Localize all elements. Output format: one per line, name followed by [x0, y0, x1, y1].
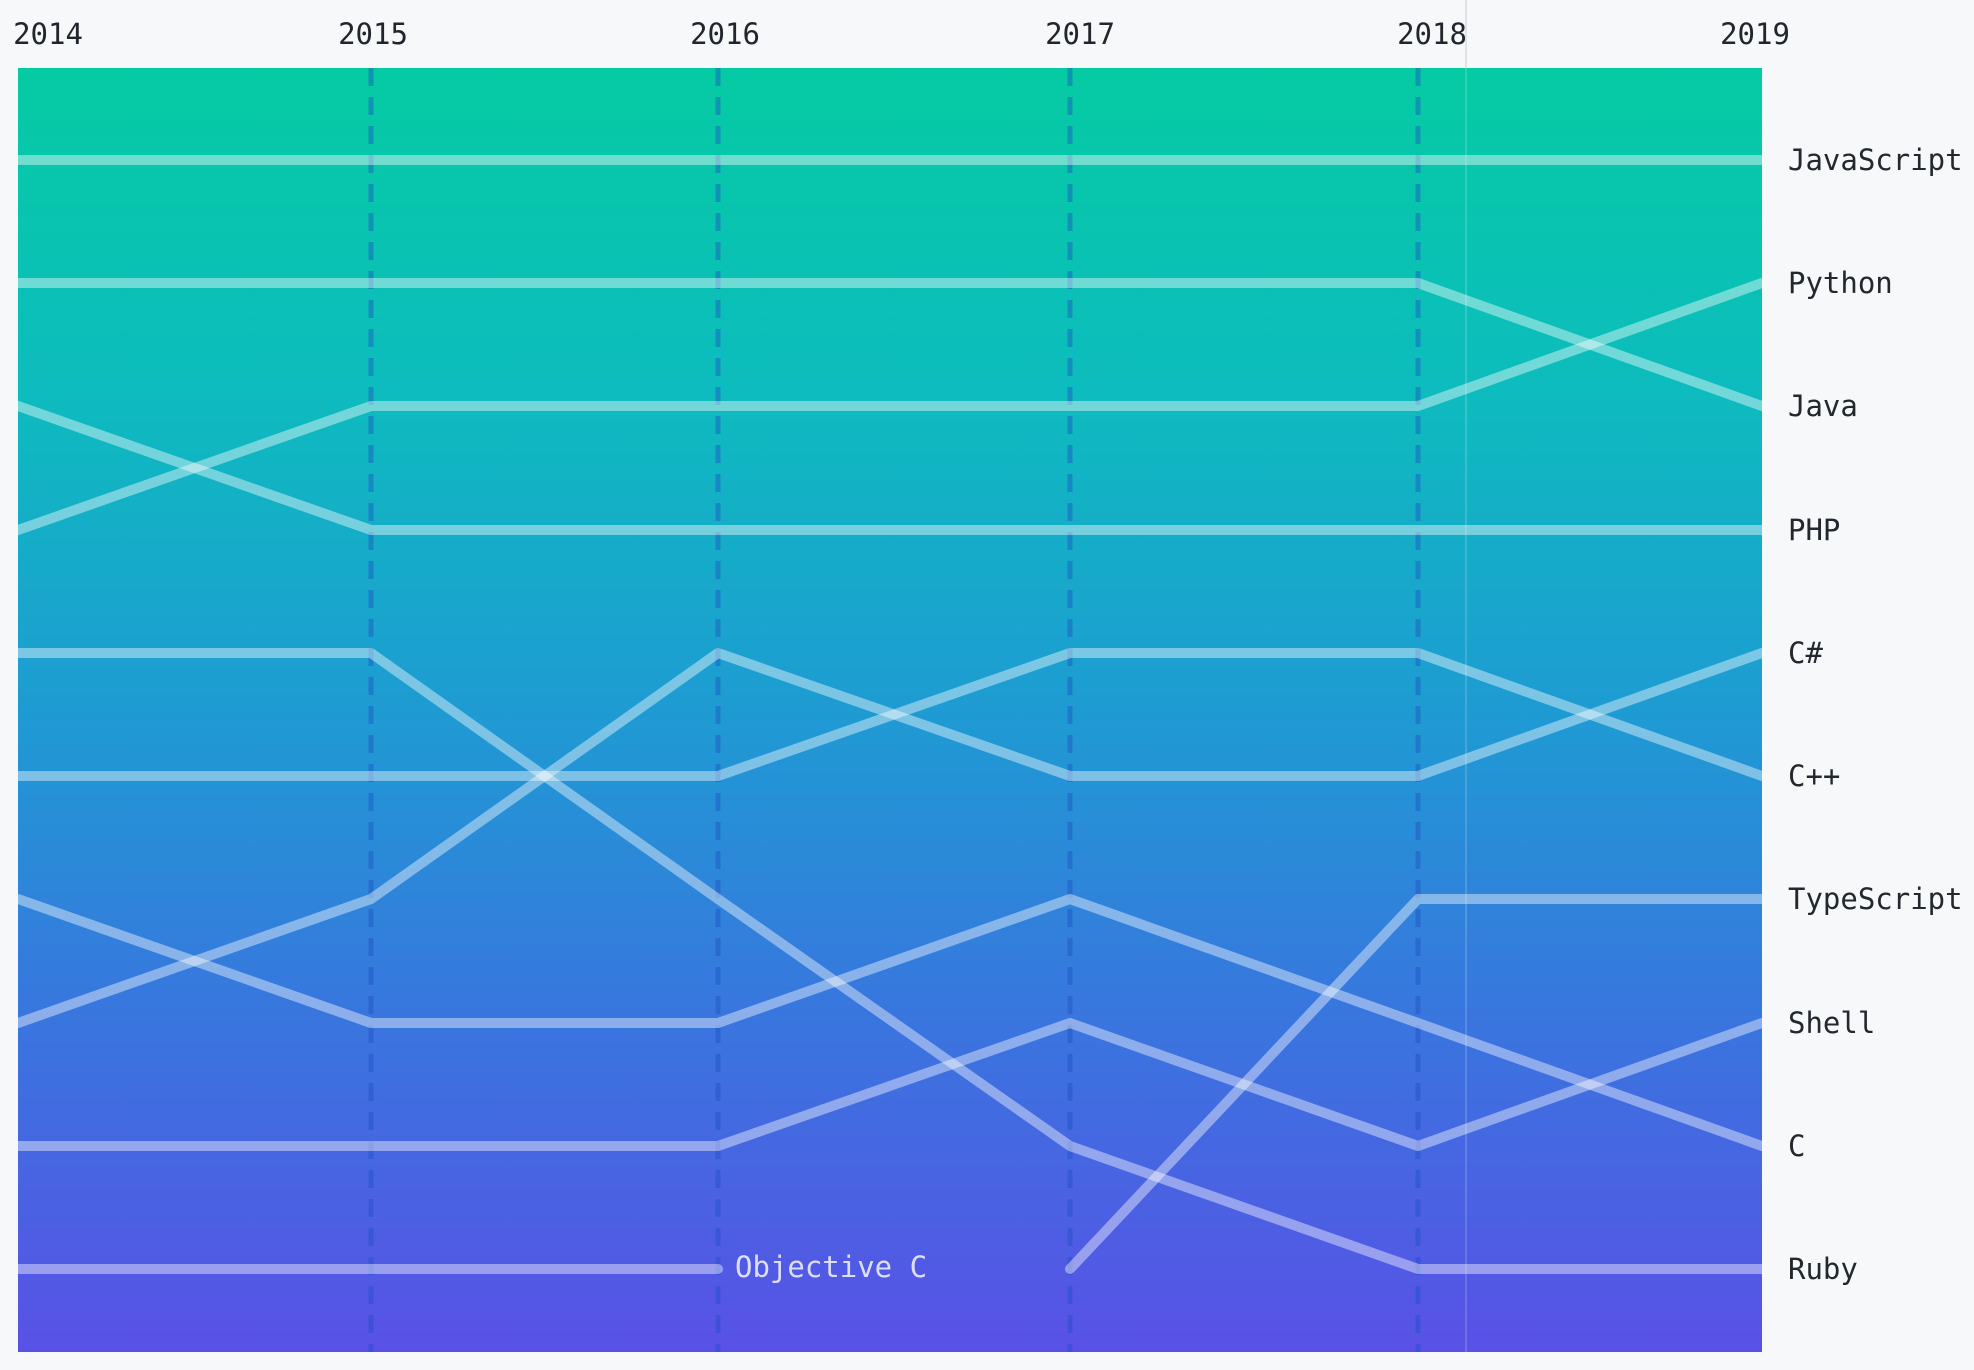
language-label-java: Java [1788, 389, 1858, 423]
rank-line-java [18, 278, 1762, 411]
rank-line-c [18, 894, 1762, 1151]
rank-line-shell [18, 1018, 1762, 1151]
rank-line-php [18, 401, 1762, 535]
year-label-2014: 2014 [13, 17, 83, 51]
rank-line-typescript [1065, 894, 1762, 1274]
year-label-2015: 2015 [338, 17, 408, 51]
language-label-c-: C++ [1788, 759, 1841, 793]
chart-gradient-background [18, 68, 1762, 1352]
year-label-2018: 2018 [1397, 17, 1467, 51]
language-label-javascript: JavaScript [1788, 143, 1963, 177]
language-label-python: Python [1788, 266, 1893, 300]
rank-line-python [18, 278, 1762, 535]
rank-line-ruby [18, 648, 1762, 1274]
page-seam-header [1465, 0, 1467, 68]
year-label-2016: 2016 [690, 17, 760, 51]
year-label-2019: 2019 [1720, 17, 1790, 51]
language-label-c: C [1788, 1129, 1806, 1163]
annotation-objective-c: Objective C [735, 1250, 927, 1284]
rank-line-c- [18, 648, 1762, 1028]
bump-chart: Objective C [18, 68, 1762, 1352]
year-axis: 2014 2015 2016 2017 2018 2019 [0, 0, 1974, 68]
language-label-typescript: TypeScript [1788, 882, 1963, 916]
language-label-ruby: Ruby [1788, 1252, 1858, 1286]
language-label-php: PHP [1788, 513, 1841, 547]
language-label-shell: Shell [1788, 1006, 1876, 1040]
year-label-2017: 2017 [1045, 17, 1115, 51]
page-seam-chart [1465, 68, 1467, 1352]
rank-line-c- [18, 648, 1762, 781]
language-label-c-: C# [1788, 636, 1823, 670]
bump-chart-svg: Objective C [18, 68, 1762, 1352]
